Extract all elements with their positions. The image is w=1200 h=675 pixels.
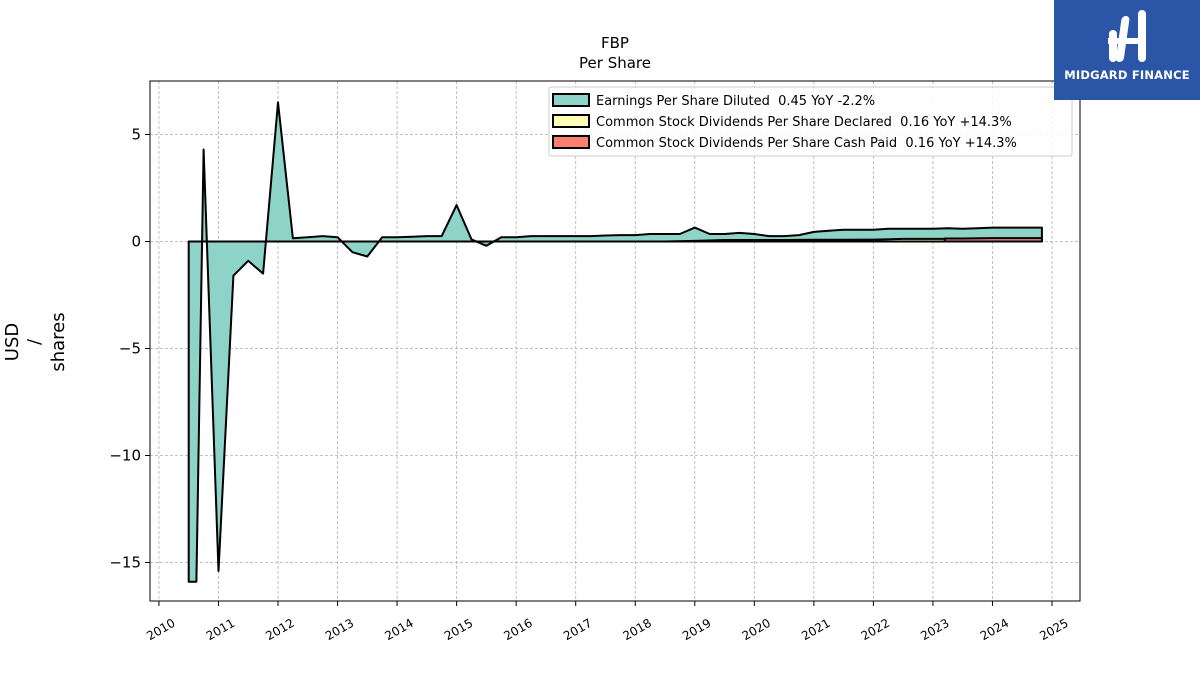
chart-subtitle: Per Share	[579, 54, 651, 72]
axis-ticks: 5 0 −5 −10 −15 2010 2011 2012 2013 2014 2015 2016 20…	[109, 125, 1070, 643]
x-tick-label: 2021	[799, 616, 832, 643]
x-tick-label: 2025	[1037, 616, 1070, 643]
legend-label-eps: Earnings Per Share Diluted 0.45 YoY -2.2…	[596, 94, 875, 109]
x-tick-label: 2022	[859, 616, 892, 643]
x-tick-label: 2011	[204, 616, 237, 643]
legend-label-declared: Common Stock Dividends Per Share Declare…	[596, 115, 1012, 130]
y-axis-label-3: shares	[48, 312, 69, 371]
legend-label-cash-paid: Common Stock Dividends Per Share Cash Pa…	[596, 136, 1017, 151]
series-areas	[187, 101, 1043, 583]
brand-name: MIDGARD FINANCE	[1064, 68, 1190, 82]
grid-lines	[150, 81, 1080, 601]
legend-box	[548, 86, 1073, 157]
dividends-cash-paid-area	[943, 237, 1043, 243]
chart-title: FBP	[601, 34, 629, 52]
y-tick-label: 5	[131, 125, 141, 143]
y-tick-label: −5	[119, 339, 141, 357]
y-axis-label-1: USD	[2, 323, 23, 361]
x-tick-label: 2015	[442, 616, 475, 643]
x-tick-label: 2018	[621, 616, 654, 643]
y-tick-label: −10	[109, 446, 141, 464]
plot-frame	[149, 80, 1081, 602]
x-tick-label: 2024	[978, 616, 1011, 643]
y-tick-label: 0	[131, 232, 141, 250]
eps-area	[187, 101, 1043, 583]
brand-logo: MIDGARD FINANCE	[1054, 0, 1200, 100]
x-tick-label: 2013	[323, 616, 356, 643]
x-tick-label: 2016	[501, 616, 534, 643]
y-axis-label-2: /	[24, 338, 45, 345]
x-tick-label: 2014	[382, 616, 415, 643]
x-tick-label: 2017	[561, 616, 594, 643]
y-tick-label: −15	[109, 553, 141, 571]
legend-swatch-declared	[552, 114, 590, 128]
x-tick-label: 2010	[144, 616, 177, 643]
legend: Earnings Per Share Diluted 0.45 YoY -2.2…	[548, 86, 1073, 157]
x-tick-label: 2019	[680, 616, 713, 643]
midgard-logo-icon	[1108, 10, 1146, 62]
x-tick-label: 2023	[918, 616, 951, 643]
legend-swatch-eps	[552, 93, 590, 107]
legend-swatch-cash-paid	[552, 135, 590, 149]
x-tick-label: 2020	[740, 616, 773, 643]
dividends-declared-area	[287, 237, 946, 243]
x-tick-label: 2012	[263, 616, 296, 643]
